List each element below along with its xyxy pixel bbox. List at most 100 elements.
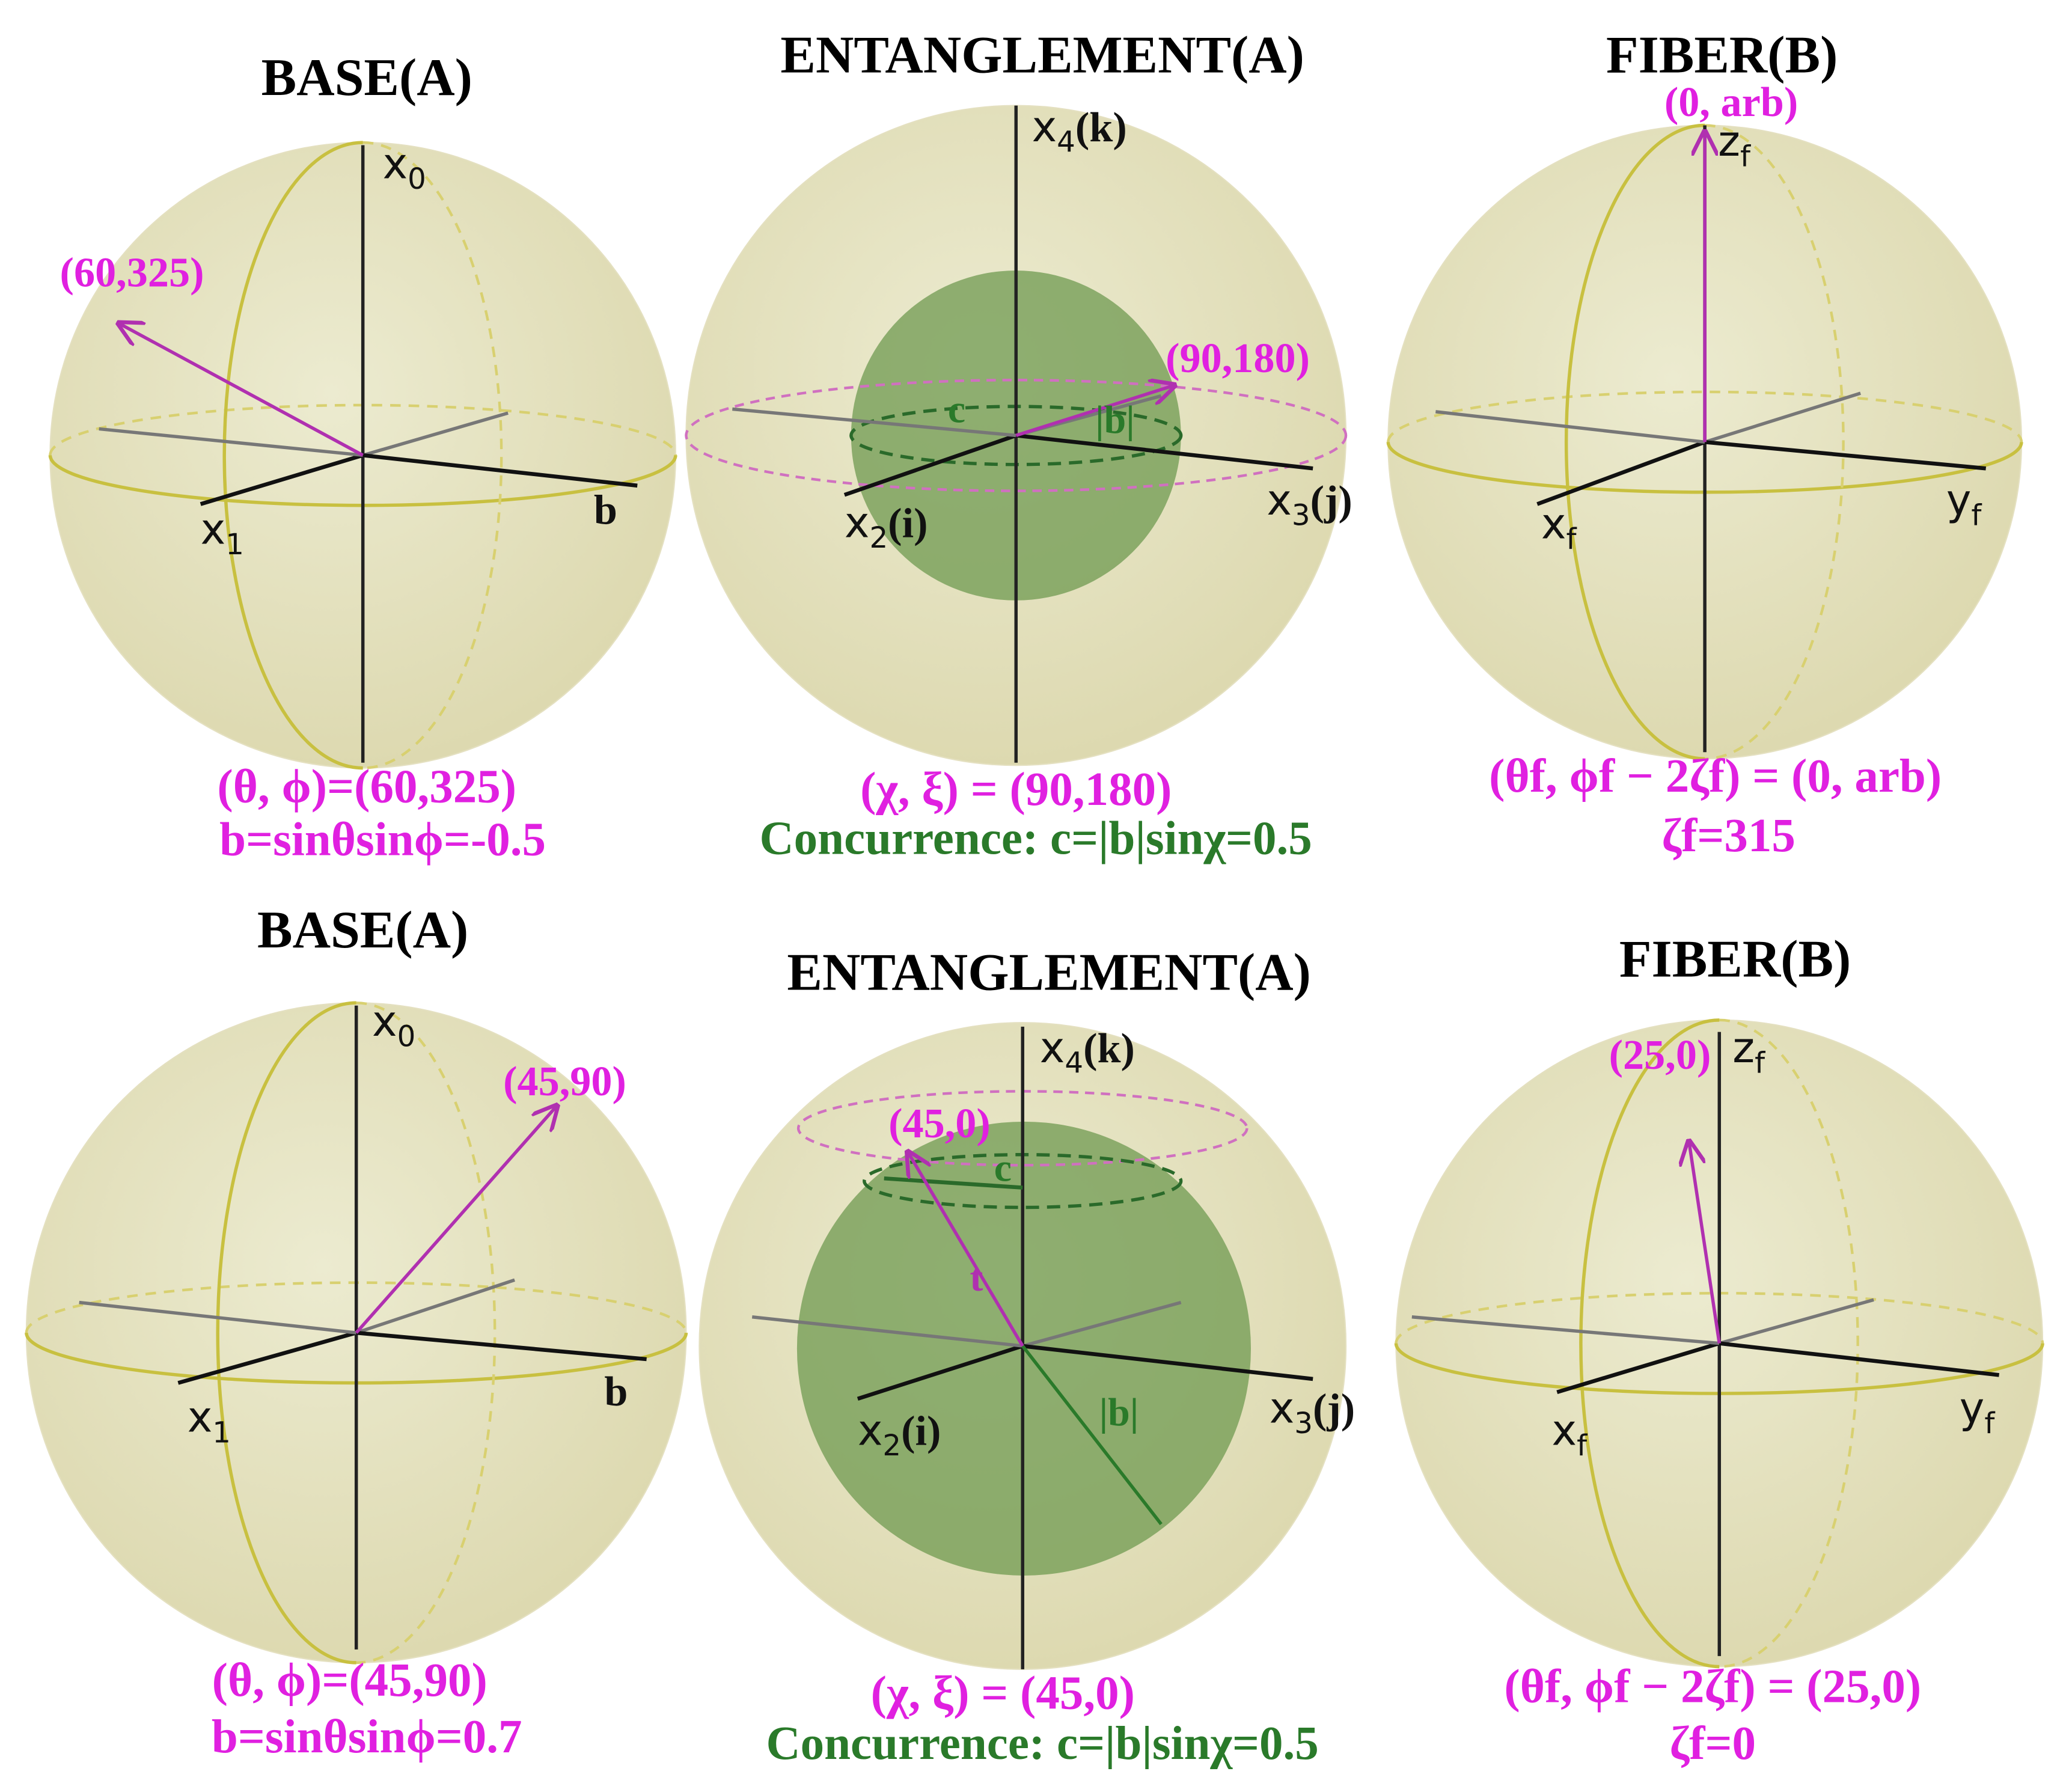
axis-label-main: z <box>1732 1023 1755 1072</box>
meridian-front <box>1579 1018 1720 1669</box>
c-line <box>884 1176 1023 1190</box>
caption: b=sinθsinϕ=0.7 <box>212 1711 522 1763</box>
axis-label: x3(j) <box>1267 476 1352 533</box>
axis-label-main: x <box>383 139 408 188</box>
axis-label-sub: f <box>1755 1047 1765 1080</box>
axis-label-sub: 0 <box>397 1020 416 1054</box>
axis-horizontal-back <box>751 1315 1023 1348</box>
axis-label-main: x <box>1541 500 1566 549</box>
caption: Concurrence: c=|b|sinχ=0.5 <box>760 812 1312 864</box>
axis-label-main: x <box>1551 1406 1577 1455</box>
axis-label-main: x <box>1040 1023 1065 1072</box>
inner-label: |b| <box>1099 1390 1139 1434</box>
caption: Concurrence: c=|b|sinχ=0.5 <box>766 1717 1319 1770</box>
caption: (θ, ϕ)=(45,90) <box>212 1654 487 1707</box>
axis-label-main: x <box>188 1393 213 1442</box>
axis-label-main: x <box>1267 476 1292 525</box>
b-line <box>1021 1345 1163 1526</box>
axis-label-sub: f <box>1984 1407 1995 1440</box>
axis-front <box>843 433 1017 497</box>
axis-back <box>1719 1298 1874 1345</box>
meridian-back <box>1705 124 1845 760</box>
axis-back <box>362 411 509 457</box>
axis-label-main: b <box>594 486 617 533</box>
caption: (θ, ϕ)=(60,325) <box>217 761 516 813</box>
state-vector <box>908 1152 1024 1347</box>
axis-label-suffix: (k) <box>1075 104 1127 151</box>
axis-label: x4(k) <box>1032 102 1127 159</box>
point-label: (90,180) <box>1166 335 1310 382</box>
axis-label: x0 <box>383 139 426 196</box>
panel-title: ENTANGLEMENT(A) <box>787 943 1311 1001</box>
axis-label-suffix: (j) <box>1313 1385 1355 1432</box>
axis-label-main: y <box>1946 476 1972 525</box>
axis-label: yf <box>1960 1383 1996 1440</box>
point-label: (45,90) <box>503 1058 626 1105</box>
axis-label: x1 <box>188 1393 231 1450</box>
axis-front <box>177 1330 357 1385</box>
axis-label-sub: 0 <box>408 162 426 196</box>
axis-horizontal-back <box>732 407 1016 438</box>
axis-horizontal <box>1022 1344 1313 1381</box>
axis-label-main: z <box>1718 117 1740 166</box>
inner-label: |b| <box>1095 398 1135 442</box>
panel-title: BASE(A) <box>257 901 468 959</box>
axis-horizontal-back <box>79 1300 356 1335</box>
axis-label-sub: 4 <box>1065 1047 1083 1080</box>
caption: (χ, ξ) = (90,180) <box>860 763 1172 816</box>
panel-title: ENTANGLEMENT(A) <box>780 26 1304 84</box>
inner-label: t <box>970 1256 983 1300</box>
meridian-back <box>356 1002 497 1665</box>
caption: (χ, ξ) = (45,0) <box>871 1668 1135 1720</box>
meridian-front <box>1564 123 1705 760</box>
axis-back <box>1022 1300 1182 1348</box>
state-vector <box>1689 1142 1721 1344</box>
axis-horizontal <box>356 1330 647 1362</box>
caption: (θf, ϕf − 2ζf) = (0, arb) <box>1489 750 1942 803</box>
meridian-back <box>1719 1018 1859 1668</box>
axis-label-suffix: (k) <box>1083 1025 1135 1072</box>
axis-label-sub: 2 <box>882 1429 901 1463</box>
axis-label-sub: f <box>1740 140 1751 174</box>
axis-label-main: x <box>201 504 226 554</box>
axis-label-sub: 3 <box>1292 499 1310 533</box>
axis-horizontal-back <box>1411 1315 1720 1345</box>
axis-front <box>857 1344 1024 1401</box>
axis-label: x0 <box>372 997 415 1054</box>
axis-label-sub: f <box>1577 1429 1588 1463</box>
caption: ζf=315 <box>1661 810 1795 862</box>
point-label: (25,0) <box>1609 1032 1711 1078</box>
axis-label: yf <box>1946 476 1982 533</box>
axis-horizontal-back <box>1435 410 1705 444</box>
axis-horizontal <box>1704 440 1987 471</box>
axis-label-sub: 1 <box>212 1416 231 1449</box>
point-label: (0, arb) <box>1664 79 1798 126</box>
axis-label-main: b <box>604 1368 628 1415</box>
pink-circle <box>685 379 1348 492</box>
axis-label-sub: 1 <box>225 528 244 561</box>
meridian-front <box>216 1001 356 1665</box>
panel-title: FIBER(B) <box>1606 26 1838 84</box>
inner-label: c <box>994 1146 1012 1190</box>
point-label: (45,0) <box>888 1100 991 1147</box>
axis-label-suffix: (i) <box>888 500 928 546</box>
axis-label-main: x <box>1270 1383 1295 1433</box>
inner-label: c <box>948 387 965 431</box>
axis-horizontal <box>362 453 638 488</box>
axis-label: x4(k) <box>1040 1023 1135 1080</box>
axis-label-main: x <box>1032 102 1057 151</box>
state-vector <box>1015 385 1174 438</box>
caption: (θf, ϕf − 2ζf) = (25,0) <box>1504 1661 1921 1713</box>
axis-front <box>1536 440 1706 506</box>
axis-label-main: x <box>858 1406 883 1455</box>
point-label: (60,325) <box>60 249 204 296</box>
axis-label-main: y <box>1960 1383 1985 1433</box>
panel: ENTANGLEMENT(A)(45,0)x4(k)x2(i) x3(j)ct|b… <box>698 943 1355 1770</box>
state-vector <box>119 323 364 457</box>
axis-label-main: x <box>845 498 870 547</box>
axis-label-sub: 2 <box>869 521 888 555</box>
